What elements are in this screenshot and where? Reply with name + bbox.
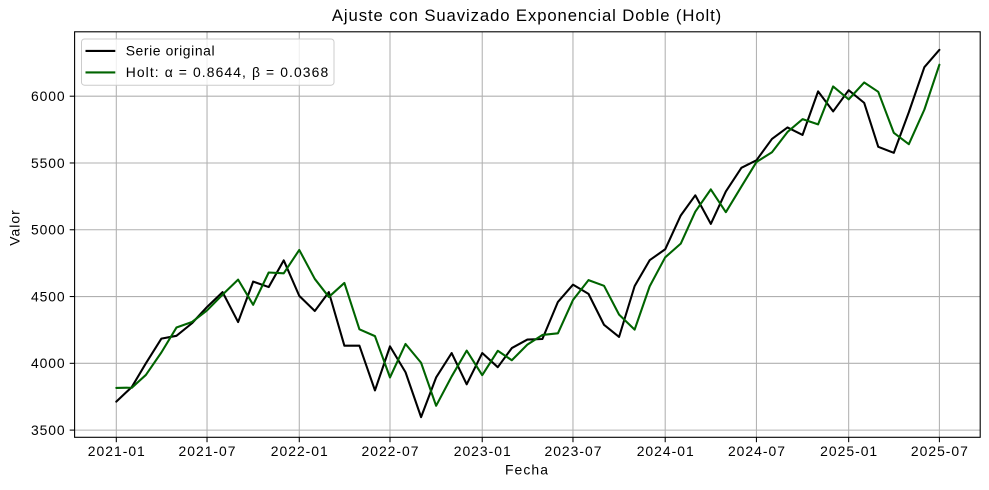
- svg-text:2021-01: 2021-01: [88, 443, 146, 459]
- svg-text:Ajuste con Suavizado Exponenci: Ajuste con Suavizado Exponencial Doble (…: [332, 6, 722, 25]
- svg-text:4500: 4500: [31, 288, 66, 304]
- svg-text:2023-07: 2023-07: [544, 443, 602, 459]
- svg-text:2024-01: 2024-01: [637, 443, 695, 459]
- svg-text:2021-07: 2021-07: [179, 443, 237, 459]
- svg-text:2024-07: 2024-07: [728, 443, 786, 459]
- svg-text:6000: 6000: [31, 88, 66, 104]
- svg-text:2022-07: 2022-07: [362, 443, 420, 459]
- svg-text:5500: 5500: [31, 155, 66, 171]
- svg-text:2022-01: 2022-01: [271, 443, 329, 459]
- svg-text:4000: 4000: [31, 355, 66, 371]
- svg-text:Holt: α = 0.8644, β = 0.0368: Holt: α = 0.8644, β = 0.0368: [126, 64, 330, 80]
- svg-text:3500: 3500: [31, 422, 66, 438]
- svg-text:2025-01: 2025-01: [820, 443, 878, 459]
- svg-text:2025-07: 2025-07: [911, 443, 969, 459]
- svg-text:5000: 5000: [31, 222, 66, 238]
- svg-text:2023-01: 2023-01: [454, 443, 512, 459]
- svg-text:Valor: Valor: [6, 209, 22, 245]
- svg-text:Fecha: Fecha: [505, 462, 549, 478]
- svg-text:Serie original: Serie original: [126, 43, 215, 59]
